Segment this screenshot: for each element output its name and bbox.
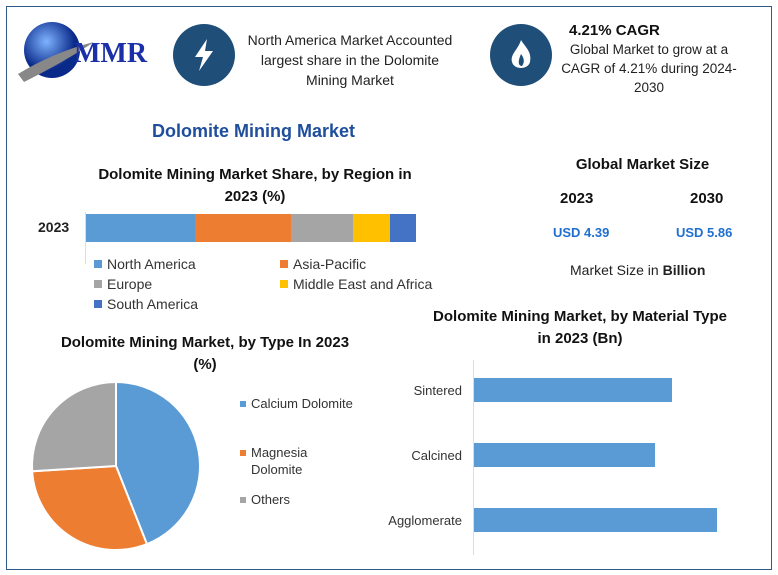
value-2023: USD 4.39: [553, 225, 610, 240]
market-size-note: Market Size in Billion: [570, 262, 706, 278]
bar-segment-middle-east-and-africa: [353, 214, 390, 242]
material-label-calcined: Calcined: [411, 448, 462, 463]
material-bar-sintered: [474, 378, 672, 402]
legend-calcium-dolomite: Calcium Dolomite: [240, 396, 353, 411]
logo-text: MMR: [74, 38, 148, 69]
bar-segment-south-america: [389, 214, 416, 242]
pie-slice-calcium-dolomite: [115, 380, 201, 546]
bar-segment-europe: [290, 214, 354, 242]
legend-asia-pacific: Asia-Pacific: [280, 256, 366, 272]
main-title: Dolomite Mining Market: [152, 121, 356, 141]
flame-icon: [490, 24, 552, 86]
region-axis: [85, 212, 86, 264]
cagr-text: Global Market to grow at a CAGR of 4.21%…: [561, 42, 737, 95]
material-chart-title: Dolomite Mining Market, by Material Type…: [433, 308, 727, 347]
year-2030: 2030: [690, 190, 724, 207]
cagr-title: 4.21% CAGR: [569, 22, 660, 39]
bar-segment-asia-pacific: [194, 214, 291, 242]
legend-others: Others: [240, 492, 290, 507]
market-size-title: Global Market Size: [575, 156, 710, 173]
globe-icon: [18, 22, 94, 82]
legend-europe: Europe: [94, 276, 152, 292]
material-label-sintered: Sintered: [413, 383, 462, 398]
lightning-icon: [173, 24, 235, 86]
type-chart-title: Dolomite Mining Market, by Type In 2023 …: [60, 334, 350, 373]
frame-border: [6, 6, 772, 570]
year-2023: 2023: [560, 190, 594, 207]
highlight-text: North America Market Accounted largest s…: [247, 32, 453, 88]
region-stacked-bar: [86, 214, 416, 242]
material-bar-calcined: [474, 443, 655, 467]
value-2030: USD 5.86: [676, 225, 733, 240]
legend-middle-east-africa: Middle East and Africa: [280, 276, 432, 292]
pie-slice-magnesia-dolomite: [31, 464, 149, 551]
region-chart-title: Dolomite Mining Market Share, by Region …: [98, 166, 412, 205]
type-pie-chart: [31, 380, 201, 551]
bar-segment-north-america: [86, 214, 195, 242]
legend-south-america: South America: [94, 296, 198, 312]
legend-north-america: North America: [94, 256, 196, 272]
legend-magnesia-dolomite: Magnesia Dolomite: [240, 444, 321, 478]
region-category-label: 2023: [38, 219, 70, 235]
material-bar-agglomerate: [474, 508, 717, 532]
material-label-agglomerate: Agglomerate: [388, 513, 462, 528]
mmr-logo: MMR: [14, 12, 154, 92]
pie-slice-others: [31, 380, 117, 473]
material-axis: [473, 360, 474, 555]
